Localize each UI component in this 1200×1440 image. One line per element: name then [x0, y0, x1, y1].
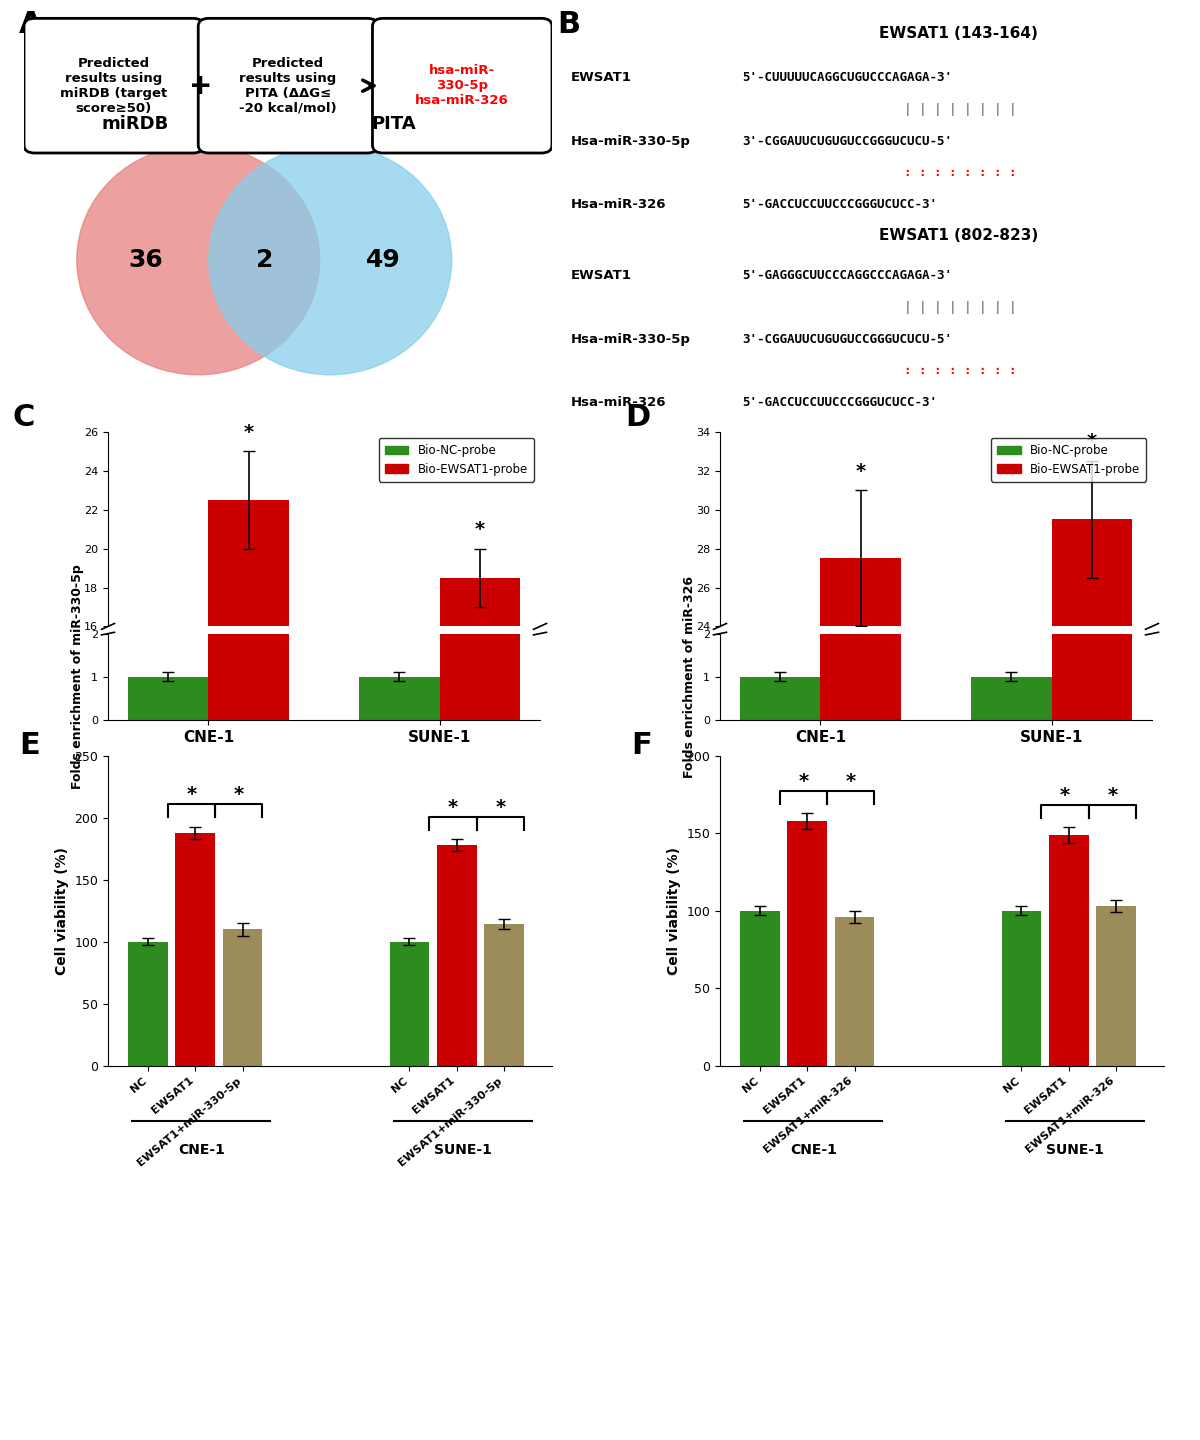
Bar — [359, 919, 439, 937]
Text: D: D — [625, 403, 650, 432]
Text: *: * — [1087, 432, 1097, 452]
Text: EWSAT1 (802-823): EWSAT1 (802-823) — [878, 228, 1038, 243]
Bar — [390, 942, 430, 1066]
Text: Predicted
results using
miRDB (target
score≥50): Predicted results using miRDB (target sc… — [60, 56, 167, 115]
Text: 5'-CUUUUUCAGGCUGUCCCAGAGA-3': 5'-CUUUUUCAGGCUGUCCCAGAGA-3' — [742, 71, 952, 85]
Text: 36: 36 — [128, 248, 163, 272]
Legend: Bio-NC-probe, Bio-EWSAT1-probe: Bio-NC-probe, Bio-EWSAT1-probe — [991, 438, 1146, 481]
Bar — [437, 845, 476, 1066]
Bar — [209, 500, 289, 937]
Text: : : : : : : : :: : : : : : : : : — [905, 166, 1016, 180]
Text: 49: 49 — [366, 248, 401, 272]
Bar — [834, 917, 875, 1066]
Text: 3'-CGGAUUCUGUGUCCGGGUCUCU-5': 3'-CGGAUUCUGUGUCCGGGUCUCU-5' — [742, 333, 952, 346]
Text: E: E — [19, 732, 40, 760]
Text: *: * — [1060, 786, 1070, 805]
Text: *: * — [475, 520, 485, 539]
Y-axis label: Cell viability (%): Cell viability (%) — [667, 847, 680, 975]
Bar — [787, 821, 827, 1066]
Text: *: * — [1108, 786, 1117, 805]
Text: *: * — [448, 798, 458, 816]
Text: SUNE-1: SUNE-1 — [433, 1143, 492, 1156]
Text: *: * — [496, 798, 505, 816]
Text: 5'-GACCUCCUUCCCGGGUCUCC-3': 5'-GACCUCCUUCCCGGGUCUCC-3' — [742, 197, 937, 212]
Bar — [209, 0, 289, 720]
Text: Hsa-miR-330-5p: Hsa-miR-330-5p — [570, 134, 690, 148]
Text: EWSAT1: EWSAT1 — [570, 71, 631, 85]
Text: C: C — [13, 403, 35, 432]
Text: PITA: PITA — [371, 115, 416, 134]
Text: 2: 2 — [256, 248, 272, 272]
Text: *: * — [799, 772, 809, 791]
Bar — [222, 929, 263, 1066]
Bar — [971, 1074, 1051, 1093]
Y-axis label: Folds enrichment of miR-330-5p: Folds enrichment of miR-330-5p — [71, 564, 84, 789]
Text: CNE-1: CNE-1 — [178, 1143, 224, 1156]
Text: SUNE-1: SUNE-1 — [1045, 1143, 1104, 1156]
FancyBboxPatch shape — [24, 19, 204, 153]
Bar — [739, 677, 821, 720]
Text: *: * — [244, 423, 254, 442]
FancyBboxPatch shape — [198, 19, 378, 153]
Text: *: * — [846, 772, 856, 791]
Text: EWSAT1 (143-164): EWSAT1 (143-164) — [878, 26, 1038, 42]
Bar — [1096, 906, 1136, 1066]
Text: B: B — [558, 10, 581, 39]
Bar — [484, 924, 524, 1066]
Bar — [739, 1074, 821, 1093]
Y-axis label: Cell viability (%): Cell viability (%) — [55, 847, 68, 975]
Bar — [127, 919, 209, 937]
Text: Predicted
results using
PITA (ΔΔG≤
-20 kcal/mol): Predicted results using PITA (ΔΔG≤ -20 k… — [239, 56, 337, 115]
Bar — [439, 0, 521, 720]
Text: *: * — [187, 785, 197, 805]
Bar — [359, 677, 439, 720]
Text: CNE-1: CNE-1 — [790, 1143, 836, 1156]
Text: Hsa-miR-326: Hsa-miR-326 — [570, 197, 666, 212]
Ellipse shape — [77, 145, 319, 374]
Text: 5'-GACCUCCUUCCCGGGUCUCC-3': 5'-GACCUCCUUCCCGGGUCUCC-3' — [742, 396, 937, 409]
Bar — [1049, 835, 1088, 1066]
Bar — [971, 677, 1051, 720]
Bar — [175, 832, 215, 1066]
Bar — [127, 677, 209, 720]
Bar — [740, 910, 780, 1066]
Text: Hsa-miR-326: Hsa-miR-326 — [570, 396, 666, 409]
Text: | | | | | | | |: | | | | | | | | — [905, 301, 1016, 314]
Bar — [128, 942, 168, 1066]
Bar — [821, 559, 901, 1093]
Text: miRDB: miRDB — [101, 115, 168, 134]
Bar — [821, 0, 901, 720]
Bar — [1051, 0, 1133, 720]
Text: *: * — [856, 462, 866, 481]
Text: +: + — [190, 72, 212, 99]
Text: 3'-CGGAUUCUGUGUCCGGGUCUCU-5': 3'-CGGAUUCUGUGUCCGGGUCUCU-5' — [742, 134, 952, 148]
Bar — [1051, 520, 1133, 1093]
Bar — [1002, 910, 1042, 1066]
Text: EWSAT1: EWSAT1 — [570, 269, 631, 282]
Text: F: F — [631, 732, 652, 760]
FancyBboxPatch shape — [372, 19, 552, 153]
Y-axis label: Folds enrichment of miR-326: Folds enrichment of miR-326 — [683, 576, 696, 778]
Text: *: * — [234, 785, 244, 805]
Text: A: A — [19, 10, 42, 39]
Text: Hsa-miR-330-5p: Hsa-miR-330-5p — [570, 333, 690, 346]
Text: : : : : : : : :: : : : : : : : : — [905, 364, 1016, 377]
Text: | | | | | | | |: | | | | | | | | — [905, 102, 1016, 117]
Bar — [439, 577, 521, 937]
Ellipse shape — [209, 145, 451, 374]
Legend: Bio-NC-probe, Bio-EWSAT1-probe: Bio-NC-probe, Bio-EWSAT1-probe — [379, 438, 534, 481]
Text: 5'-GAGGGCUUCCCAGGCCCAGAGA-3': 5'-GAGGGCUUCCCAGGCCCAGAGA-3' — [742, 269, 952, 282]
Text: hsa-miR-
330-5p
hsa-miR-326: hsa-miR- 330-5p hsa-miR-326 — [415, 65, 509, 107]
